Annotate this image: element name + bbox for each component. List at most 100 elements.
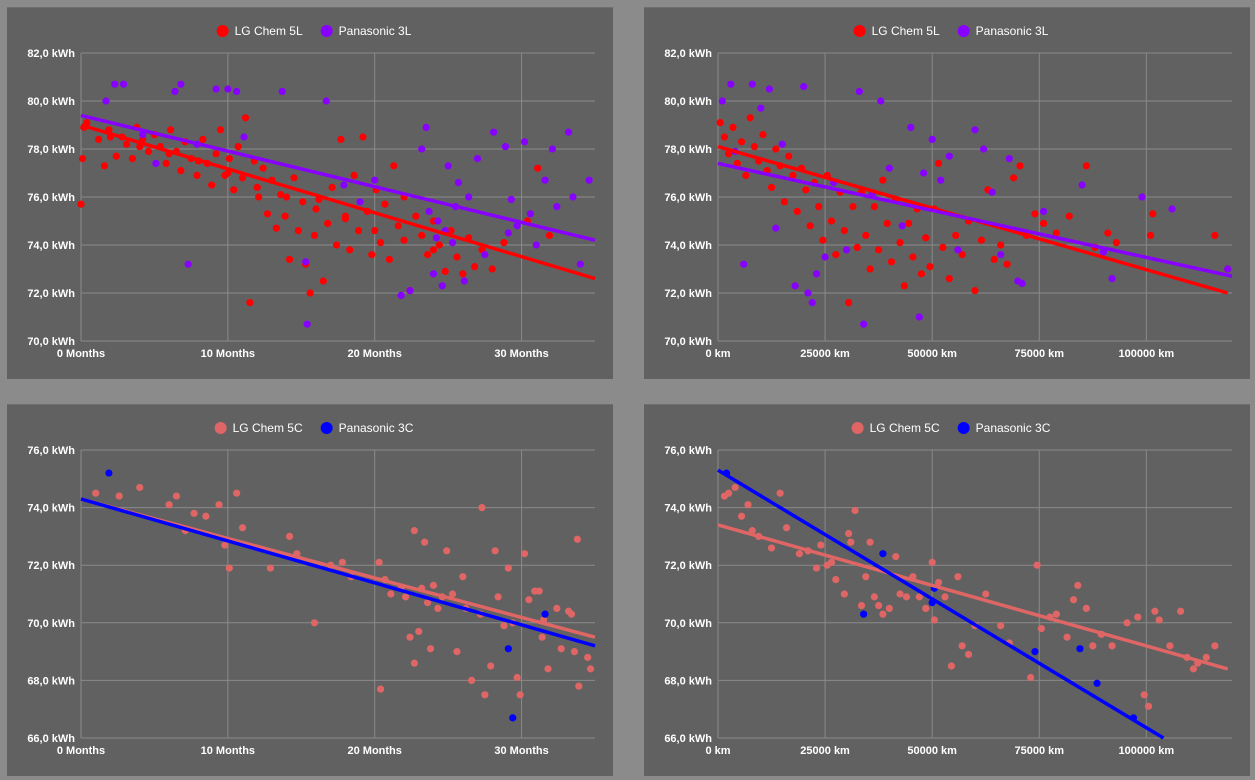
data-point (586, 665, 595, 673)
data-point (376, 685, 385, 693)
data-point (397, 291, 405, 299)
data-point (415, 627, 423, 636)
data-point (95, 135, 103, 143)
data-point (520, 550, 529, 558)
data-point (1016, 162, 1024, 170)
legend-label: Panasonic 3L (339, 24, 412, 38)
data-point (1149, 210, 1157, 218)
data-point (516, 691, 524, 699)
legend-label: LG Chem 5L (872, 24, 940, 38)
data-point (504, 645, 512, 653)
data-point (385, 255, 393, 263)
data-point (767, 183, 776, 191)
data-point (1039, 207, 1048, 215)
data-point (509, 714, 517, 722)
y-tick-label: 70,0 kWh (27, 336, 75, 348)
data-point (853, 243, 861, 251)
data-point (567, 610, 576, 618)
data-point (840, 227, 848, 235)
data-point (488, 265, 496, 273)
x-tick-label: 0 Months (57, 745, 105, 757)
data-point (453, 648, 461, 656)
data-point (139, 131, 147, 139)
data-point (199, 135, 207, 143)
y-tick-label: 70,0 kWh (664, 336, 712, 348)
data-point (221, 541, 229, 549)
data-point (371, 176, 379, 184)
data-point (928, 135, 936, 143)
data-point (538, 633, 546, 641)
data-point (990, 255, 998, 263)
data-point (423, 251, 432, 259)
data-point (729, 123, 737, 131)
data-point (988, 188, 996, 196)
data-point (234, 143, 242, 151)
y-tick-label: 74,0 kWh (27, 503, 75, 515)
data-point (491, 547, 499, 555)
y-tick-label: 66,0 kWh (664, 733, 712, 745)
data-point (1039, 219, 1048, 227)
y-tick-label: 82,0 kWh (664, 48, 712, 60)
legend: LG Chem 5C Panasonic 3C (214, 421, 414, 435)
data-point (750, 143, 759, 151)
legend-label: Panasonic 3C (339, 421, 414, 435)
data-point (804, 289, 812, 297)
data-point (233, 87, 241, 95)
chart-panel-lg-panasonic-c-months: 66,0 kWh 68,0 kWh 70,0 kWh 72,0 kWh 74,0 kWh… (7, 404, 613, 776)
data-point (434, 604, 442, 612)
data-point (233, 489, 241, 497)
data-point (263, 210, 272, 218)
data-point (166, 126, 175, 134)
data-point (727, 80, 735, 88)
data-point (971, 287, 979, 295)
data-point (997, 251, 1005, 259)
data-point (444, 162, 452, 170)
x-tick-label: 10 Months (201, 348, 255, 360)
x-tick-label: 25000 km (800, 745, 850, 757)
y-tick-label: 74,0 kWh (664, 240, 712, 252)
data-point (926, 263, 934, 271)
data-point (310, 619, 319, 627)
data-point (885, 604, 893, 612)
data-point (432, 234, 440, 242)
data-point (346, 246, 354, 254)
data-point (122, 140, 131, 148)
data-point (545, 231, 554, 239)
chart-panel-lg-panasonic-km: 70,0 kWh 72,0 kWh 74,0 kWh 76,0 kWh 78,0 kWh… (644, 7, 1250, 379)
data-point (513, 673, 521, 682)
data-point (1031, 648, 1039, 656)
data-point (412, 212, 420, 220)
data-point (737, 138, 746, 146)
data-point (418, 231, 426, 239)
series-0 (720, 483, 1219, 710)
y-tick-label: 78,0 kWh (27, 144, 75, 156)
data-point (453, 253, 461, 261)
data-point (879, 550, 887, 558)
data-point (1151, 607, 1159, 615)
data-point (1144, 702, 1153, 710)
data-point (1009, 174, 1018, 182)
x-tick-label: 30 Months (494, 745, 548, 757)
data-point (720, 133, 729, 141)
data-point (285, 255, 294, 263)
data-point (731, 483, 739, 492)
data-point (100, 162, 109, 170)
x-tick-label: 20 Months (348, 348, 402, 360)
data-point (982, 590, 990, 598)
data-point (791, 282, 799, 290)
data-point (1140, 691, 1148, 699)
legend-marker (957, 25, 970, 37)
data-point (862, 231, 870, 239)
data-point (92, 489, 100, 497)
y-tick-label: 80,0 kWh (27, 96, 75, 108)
legend-label: LG Chem 5C (233, 421, 303, 435)
data-point (425, 207, 433, 215)
data-point (564, 128, 573, 136)
data-point (102, 97, 110, 105)
data-point (371, 227, 379, 235)
data-point (1147, 231, 1155, 239)
data-point (1052, 610, 1060, 618)
data-point (473, 155, 482, 163)
legend-marker (216, 25, 229, 37)
data-point (212, 150, 220, 158)
